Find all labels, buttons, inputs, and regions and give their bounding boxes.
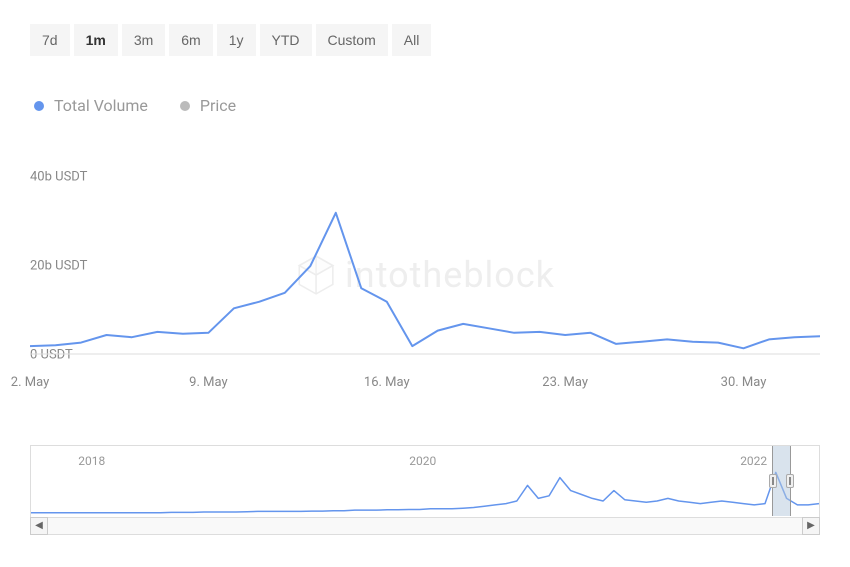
range-tab-3m[interactable]: 3m [122,24,165,56]
navigator-grip-right[interactable] [786,474,794,488]
range-tab-1y[interactable]: 1y [217,24,256,56]
navigator-grip-left[interactable] [769,474,777,488]
legend-dot-icon [34,101,44,111]
range-tab-6m[interactable]: 6m [169,24,212,56]
x-tick-label: 30. May [721,375,767,390]
legend-label: Price [200,96,236,115]
scroll-left-button[interactable]: ◀ [30,517,48,535]
legend-item-price[interactable]: Price [180,96,236,115]
scroll-right-button[interactable]: ▶ [802,517,820,535]
chart-legend: Total Volume Price [30,96,820,115]
legend-dot-icon [180,101,190,111]
x-tick-label: 9. May [189,375,227,390]
legend-label: Total Volume [54,96,148,115]
overview-chart: 2018 2020 2022 ◀ ▶ [30,445,820,535]
navigator-handle[interactable] [772,446,792,516]
range-tab-7d[interactable]: 7d [30,24,70,56]
range-tabs: 7d1m3m6m1yYTDCustomAll [30,24,820,56]
range-tab-ytd[interactable]: YTD [260,24,312,56]
main-chart: intotheblock 0 USDT20b USDT40b USDT 2. M… [30,155,820,395]
range-tab-all[interactable]: All [392,24,432,56]
x-tick-label: 16. May [364,375,410,390]
overview-x-label: 2018 [78,454,105,468]
legend-item-total-volume[interactable]: Total Volume [34,96,148,115]
range-tab-custom[interactable]: Custom [316,24,388,56]
overview-x-label: 2020 [409,454,436,468]
range-tab-1m[interactable]: 1m [74,24,118,56]
main-chart-svg [30,155,820,355]
x-axis-labels: 2. May9. May16. May23. May30. May [30,375,820,395]
x-tick-label: 2. May [11,375,49,390]
overview-scrollbar-track[interactable] [48,517,802,535]
overview-x-label: 2022 [740,454,767,468]
x-tick-label: 23. May [542,375,588,390]
